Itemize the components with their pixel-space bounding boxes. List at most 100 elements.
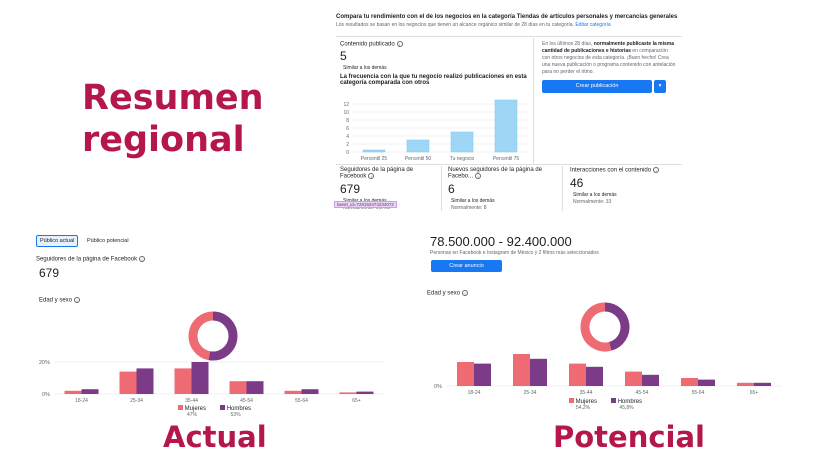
compare-panel: Compara tu rendimiento con el de los neg… — [334, 14, 682, 212]
side-text-prefix: En los últimos 28 días, — [542, 41, 594, 47]
legend-label: Mujeres — [575, 399, 598, 405]
bar-mujeres — [569, 363, 586, 386]
metric-value: 46 — [570, 175, 584, 190]
x-tick-label: 65+ — [352, 398, 361, 404]
age-sex-text: Edad y sexo — [427, 290, 461, 297]
bar-hombres — [81, 389, 99, 394]
age-sex-bar-chart: 0% 18-24 25-34 35-44 45-54 55-64 65+ — [434, 354, 782, 396]
bar-hombres — [136, 368, 154, 394]
age-sex-label: Edad y sexo i — [427, 290, 469, 297]
info-icon[interactable]: i — [475, 173, 482, 179]
vertical-divider — [533, 38, 534, 164]
metric-value: 679 — [340, 181, 361, 196]
bar-hombres — [642, 374, 659, 386]
audience-range: 78.500.000 - 92.400.000 — [430, 234, 572, 249]
age-sex-label: Edad y sexo i — [39, 297, 81, 304]
y-tick-label: 10 — [343, 110, 349, 116]
followers-value: 679 — [39, 266, 60, 280]
metric-label-text: Interacciones con el contenido — [570, 167, 652, 174]
bar-mujeres — [174, 368, 192, 394]
bar-mujeres — [339, 392, 357, 394]
create-post-label: Crear publicación — [575, 83, 619, 89]
tooltip-tag: tweet_id=728192474234072 — [334, 201, 397, 208]
bar-mujeres — [737, 382, 754, 386]
info-icon[interactable]: i — [462, 290, 469, 296]
y-tick-label: 8 — [346, 118, 349, 124]
legend-label: Hombres — [617, 399, 643, 405]
gender-donut-chart — [580, 302, 630, 352]
y-tick-label: 0 — [346, 150, 349, 156]
compare-subtitle-text: Los resultados se basan en los negocios … — [336, 22, 574, 28]
metric-divider-2 — [562, 166, 563, 211]
y-tick-label: 12 — [343, 102, 349, 108]
metric-label-text: Nuevos seguidores de la página de Facebo… — [448, 167, 543, 180]
frequency-title: La frecuencia con la que tu negocio real… — [340, 74, 527, 86]
potential-panel: 78.500.000 - 92.400.000 Personas en Face… — [424, 232, 784, 422]
content-published-label: Contenido publicado i — [340, 41, 403, 48]
bar-hombres — [246, 381, 264, 394]
audience-range-note: Personas en Facebook e Instagram de Méxi… — [430, 250, 599, 256]
info-icon[interactable]: i — [396, 41, 403, 47]
create-ad-button[interactable]: Crear anuncio — [431, 260, 502, 272]
bar-mujeres — [625, 371, 642, 386]
donut-hombres — [604, 302, 630, 351]
bar-mujeres — [229, 381, 247, 394]
y-tick-label: 2 — [346, 142, 349, 148]
heading-potencial: Potencial — [553, 420, 705, 454]
legend-swatch — [178, 405, 183, 410]
y-tick-label: 4 — [346, 134, 349, 140]
info-icon[interactable]: i — [139, 256, 146, 262]
tab-potential-audience[interactable]: Público potencial — [87, 238, 129, 244]
edit-category-link[interactable]: Editar categoría — [575, 22, 611, 28]
x-tick-label: 45-54 — [240, 398, 253, 404]
content-note: Similar a los demás — [343, 65, 387, 71]
bar-hombres — [356, 391, 374, 394]
create-post-dropdown[interactable]: ▾ — [654, 80, 666, 93]
legend-pct: 53% — [230, 412, 241, 418]
bar-mujeres — [457, 362, 474, 386]
metric-label: Interacciones con el contenido i — [570, 167, 680, 174]
metric-label: Nuevos seguidores de la página de Facebo… — [448, 167, 558, 180]
y-tick-label: 6 — [346, 126, 349, 132]
donut-hombres — [208, 311, 238, 361]
side-text-bold: normalmente publicaste la misma cantidad… — [542, 41, 675, 54]
heading-resumen: Resumen regional — [82, 78, 264, 160]
bar-mujeres — [513, 354, 530, 386]
legend-mujeres: Mujeres 47% — [178, 405, 206, 418]
bar-hombres — [301, 389, 319, 394]
divider — [336, 36, 682, 37]
x-tick-label: 18-24 — [468, 390, 481, 396]
metric-note: Similar a los demás — [343, 198, 438, 204]
x-tick-label: 18-24 — [75, 398, 88, 404]
frequency-chart: 0 2 4 6 8 10 12 Percentil 25 Percentil 50 Tu nego… — [340, 98, 530, 164]
bar-hombres — [191, 362, 209, 394]
metric-label: Seguidores de la página de Facebook i — [340, 167, 438, 180]
side-text: En los últimos 28 días, normalmente publ… — [542, 41, 677, 76]
age-sex-text: Edad y sexo — [39, 297, 73, 304]
bar-hombres — [586, 366, 603, 386]
info-icon[interactable]: i — [368, 173, 375, 179]
x-tick-label: 55-64 — [692, 390, 705, 396]
legend-pct: 45,8% — [619, 405, 634, 411]
x-tick-label: 55-64 — [295, 398, 308, 404]
x-tick-label: Tu negocio — [450, 156, 475, 162]
legend: Mujeres 54,2% Hombres 45,8% — [569, 398, 642, 411]
y-tick-label: 20% — [39, 360, 50, 366]
tab-current-audience[interactable]: Público actual — [36, 235, 79, 247]
metric-normal: Normalmente: 33 — [573, 198, 612, 205]
y-tick-label: 0% — [434, 384, 442, 390]
age-sex-bar-chart: 20% 0% 18-24 25-34 35-44 45-54 55-64 65+ — [39, 360, 384, 404]
metric-interactions: Interacciones con el contenido i 46 Simil… — [570, 167, 680, 205]
heading-resumen-line2: regional — [82, 120, 245, 160]
bar-hombres — [530, 358, 547, 386]
legend-swatch — [569, 398, 574, 403]
x-tick-label: 25-34 — [524, 390, 537, 396]
create-post-button[interactable]: Crear publicación — [542, 80, 652, 93]
info-icon[interactable]: i — [74, 297, 81, 303]
x-tick-label: 35-44 — [185, 398, 198, 404]
x-tick-label: Percentil 50 — [405, 156, 432, 162]
followers-label: Seguidores de la página de Facebook i — [36, 256, 146, 263]
legend-label: Hombres — [226, 406, 252, 412]
info-icon[interactable]: i — [653, 167, 660, 173]
content-published-text: Contenido publicado — [340, 41, 395, 48]
